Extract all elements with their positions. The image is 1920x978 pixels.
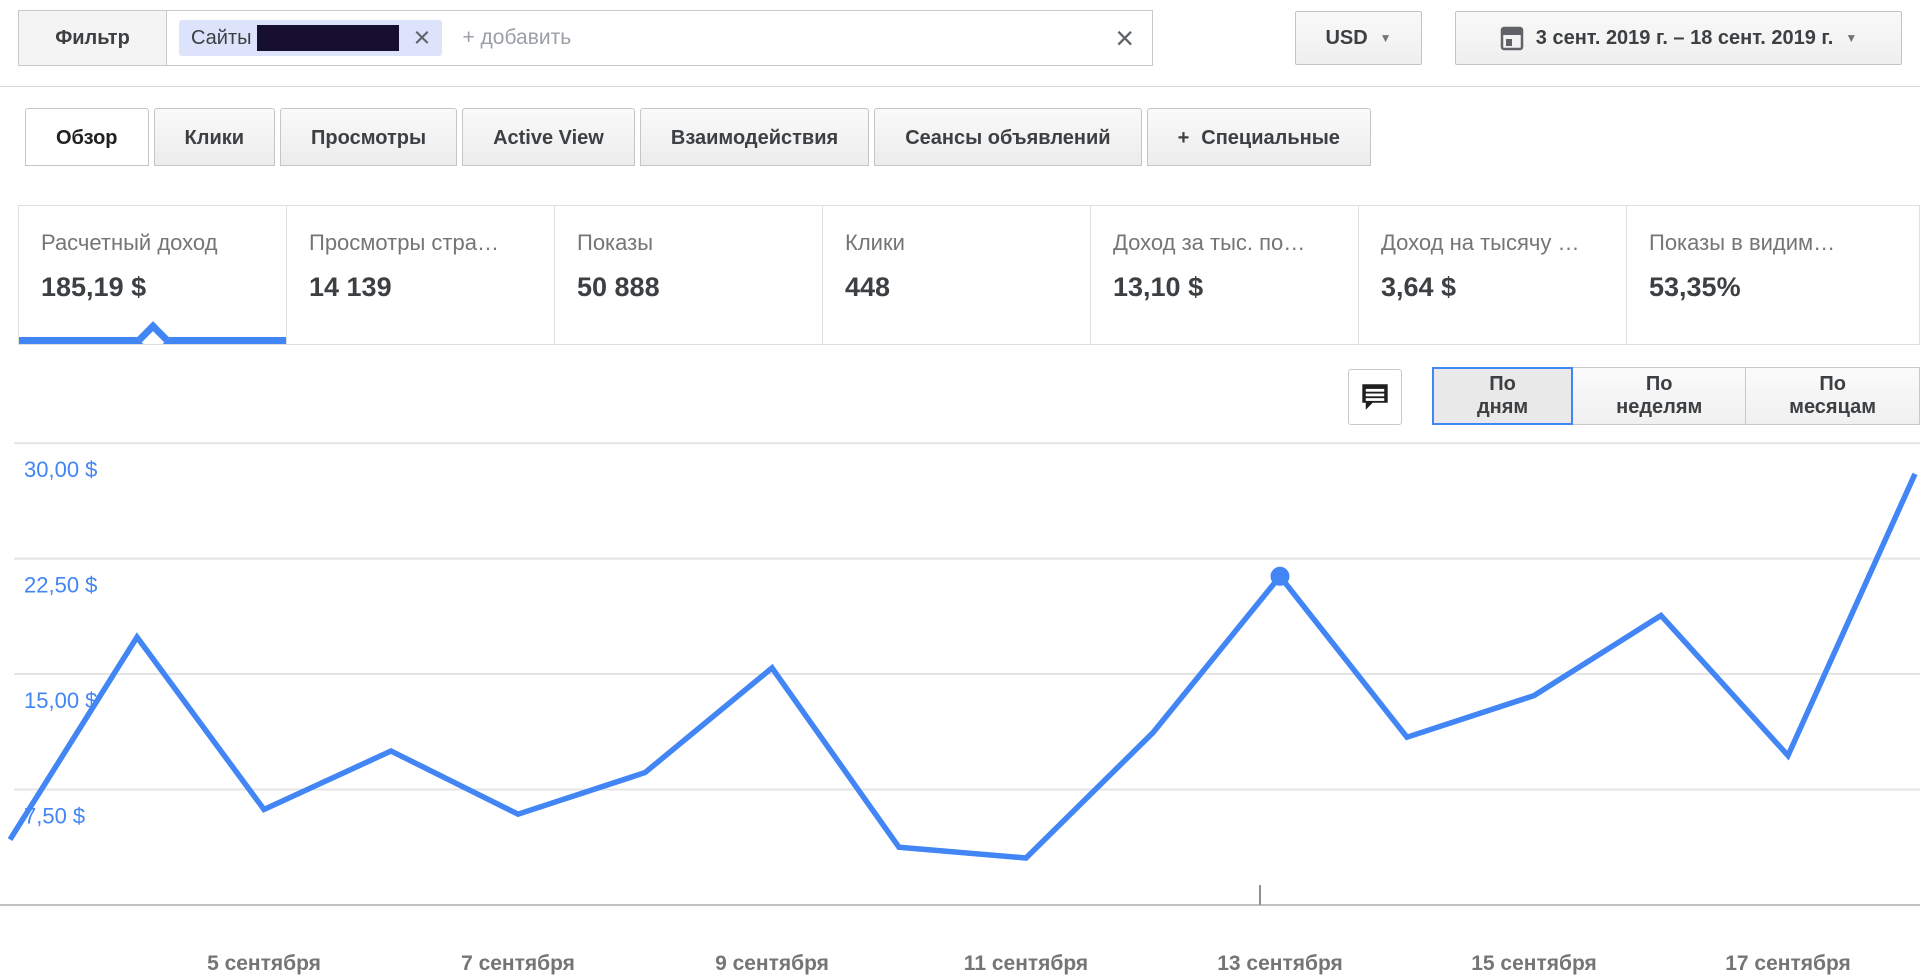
comment-button[interactable] — [1348, 369, 1402, 425]
chevron-down-icon: ▼ — [1845, 31, 1858, 45]
metric-card-clicks[interactable]: Клики 448 — [823, 206, 1091, 344]
tab-ad-sessions[interactable]: Сеансы объявлений — [874, 108, 1142, 166]
plus-icon: + — [1177, 127, 1190, 149]
date-range-label: 3 сент. 2019 г. – 18 сент. 2019 г. — [1535, 26, 1834, 49]
metric-card-value: 185,19 $ — [41, 272, 147, 302]
x-axis-label: 11 сентября — [964, 952, 1088, 975]
y-axis-label: 30,00 $ — [24, 457, 97, 482]
filter-label: Фильтр — [19, 11, 167, 65]
revenue-line[interactable] — [7, 472, 1918, 861]
tab-label: Просмотры — [311, 127, 427, 149]
tab-label: Сеансы объявлений — [905, 127, 1111, 149]
chevron-down-icon: ▼ — [1379, 31, 1392, 45]
chip-close-icon[interactable]: × — [413, 21, 431, 54]
metric-card-impressions[interactable]: Показы 50 888 — [555, 206, 823, 344]
metric-card-label: Доход на тысячу … — [1381, 230, 1580, 255]
y-axis-label: 15,00 $ — [24, 688, 97, 713]
x-axis-label: 7 сентября — [461, 952, 575, 975]
metric-card-label: Показы — [577, 230, 654, 255]
granularity-by-weeks[interactable]: По неделям — [1572, 367, 1747, 425]
x-axis-label: 15 сентября — [1471, 952, 1597, 975]
comment-icon — [1360, 382, 1390, 412]
metric-card-rpm-impressions[interactable]: Доход за тыс. по… 13,10 $ — [1091, 206, 1359, 344]
header-divider — [0, 86, 1920, 87]
tab-label: Специальные — [1201, 127, 1340, 149]
tab-bar: Обзор Клики Просмотры Active View Взаимодейс… — [25, 108, 1371, 166]
tab-label: Взаимодействия — [670, 127, 839, 149]
filter-add-placeholder[interactable]: + добавить — [462, 26, 572, 49]
tab-interactions[interactable]: Взаимодействия — [639, 108, 870, 166]
tab-label: Обзор — [56, 127, 118, 149]
metric-card-value: 3,64 $ — [1381, 272, 1457, 302]
x-axis-label: 9 сентября — [715, 952, 829, 975]
tab-label: Active View — [493, 127, 604, 149]
filter-input[interactable]: Сайты × + добавить × — [167, 11, 1152, 65]
tab-overview[interactable]: Обзор — [25, 108, 149, 166]
selected-card-caret — [136, 321, 169, 344]
redaction-bar — [256, 25, 399, 51]
calendar-icon — [1500, 25, 1524, 51]
metric-card-viewability[interactable]: Показы в видим… 53,35% — [1627, 206, 1920, 344]
tab-active-view[interactable]: Active View — [462, 108, 635, 166]
currency-label: USD — [1325, 26, 1368, 49]
granularity-by-days[interactable]: По дням — [1432, 367, 1574, 425]
metric-card-label: Показы в видим… — [1649, 230, 1836, 255]
metric-card-value: 13,10 $ — [1113, 272, 1204, 302]
metric-card-estimated-earnings[interactable]: Расчетный доход 185,19 $ — [19, 206, 287, 344]
y-axis-label: 22,50 $ — [24, 573, 97, 598]
date-range-picker[interactable]: 3 сент. 2019 г. – 18 сент. 2019 г. ▼ — [1455, 11, 1902, 65]
tab-clicks[interactable]: Клики — [153, 108, 276, 166]
metric-card-label: Просмотры стра… — [309, 230, 499, 255]
filter-chip-text: Сайты — [191, 26, 252, 49]
metric-card-label: Расчетный доход — [41, 230, 218, 255]
metric-cards: Расчетный доход 185,19 $ Просмотры стра… 14… — [18, 205, 1920, 345]
metric-card-label: Доход за тыс. по… — [1113, 230, 1306, 255]
tab-label: Клики — [184, 127, 245, 149]
metric-card-page-views[interactable]: Просмотры стра… 14 139 — [287, 206, 555, 344]
filter-chip-sites[interactable]: Сайты × — [179, 20, 443, 56]
x-axis-label: 13 сентября — [1217, 952, 1343, 975]
granularity-by-months[interactable]: По месяцам — [1745, 367, 1920, 425]
tab-custom[interactable]: + Специальные — [1146, 108, 1371, 166]
metric-card-value: 53,35% — [1649, 272, 1741, 302]
chart-canvas: 30,00 $ 22,50 $ 15,00 $ 7,50 $ 5 сентября 7 с… — [0, 442, 1920, 975]
metric-card-label: Клики — [845, 230, 905, 255]
currency-selector[interactable]: USD ▼ — [1295, 11, 1422, 65]
filter-clear-icon[interactable]: × — [1115, 20, 1134, 56]
line-chart: 30,00 $ 22,50 $ 15,00 $ 7,50 $ 5 сентября 7 с… — [0, 430, 1920, 978]
metric-card-value: 14 139 — [309, 272, 392, 302]
filter-bar: Фильтр Сайты × + добавить × — [18, 10, 1153, 66]
highlighted-point[interactable] — [1270, 566, 1290, 586]
x-axis-label: 17 сентября — [1725, 952, 1851, 975]
tab-views[interactable]: Просмотры — [280, 108, 458, 166]
metric-card-value: 50 888 — [577, 272, 660, 302]
metric-card-value: 448 — [845, 272, 891, 302]
x-axis-label: 5 сентября — [207, 952, 321, 975]
metric-card-rpm-pages[interactable]: Доход на тысячу … 3,64 $ — [1359, 206, 1627, 344]
granularity-toggle: По дням По неделям По месяцам — [1432, 367, 1920, 425]
y-axis-label: 7,50 $ — [24, 804, 85, 829]
